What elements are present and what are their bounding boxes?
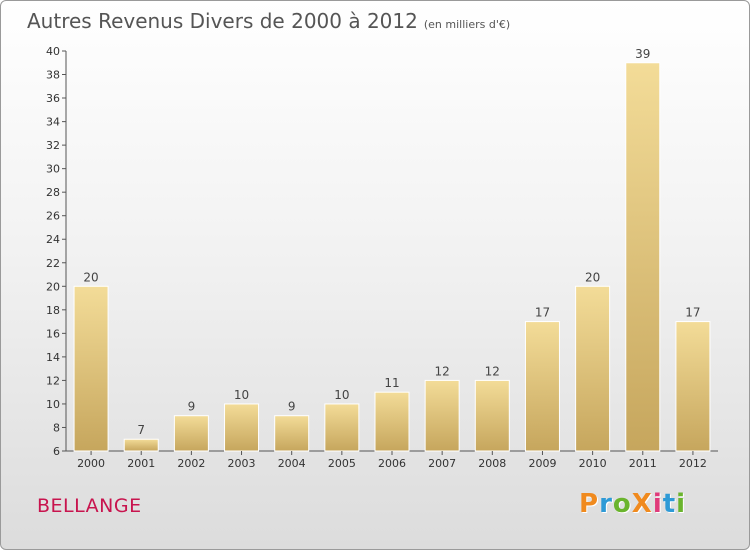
logo-letter: r [599,489,613,519]
bar-value-label: 17 [535,306,550,320]
y-tick-label: 36 [46,92,60,105]
proxiti-logo[interactable]: ProXiti [579,489,686,519]
y-tick-label: 30 [46,163,60,176]
chart-title-text: Autres Revenus Divers de 2000 à 2012 [27,9,418,33]
y-tick-label: 12 [46,374,60,387]
bar-value-label: 10 [234,388,249,402]
bar-2009 [524,321,560,452]
logo-letter: i [676,489,687,519]
bar-2010 [575,285,611,452]
bar-2000 [73,285,109,452]
y-tick-label: 6 [53,445,60,458]
chart-subtitle: (en milliers d'€) [423,18,511,31]
y-tick-label: 26 [46,210,60,223]
bar-2002 [173,415,209,452]
y-tick-label: 14 [46,351,60,364]
chart-title: Autres Revenus Divers de 2000 à 2012 (en … [27,9,510,33]
bar-2001 [123,438,159,452]
x-tick-label: 2003 [228,457,256,470]
y-tick-label: 24 [46,233,60,246]
x-tick-label: 2009 [528,457,556,470]
x-tick-label: 2002 [177,457,205,470]
x-tick-label: 2011 [629,457,657,470]
y-tick-label: 28 [46,186,60,199]
bar-value-label: 11 [384,376,399,390]
bar-value-label: 12 [485,364,500,378]
bar-value-label: 9 [188,400,196,414]
bar-2005 [324,403,360,452]
bar-2006 [374,391,410,452]
x-tick-label: 2007 [428,457,456,470]
bar-value-label: 9 [288,400,296,414]
logo-letter: i [652,489,663,519]
y-tick-label: 10 [46,398,60,411]
logo-letter: P [579,489,600,519]
bar-2007 [424,379,460,452]
x-tick-label: 2010 [579,457,607,470]
bar-value-label: 20 [585,270,600,284]
bar-value-label: 12 [435,364,450,378]
y-tick-label: 38 [46,69,60,82]
y-tick-label: 34 [46,116,60,129]
y-tick-label: 18 [46,304,60,317]
x-tick-label: 2001 [127,457,155,470]
bar-value-label: 7 [137,423,145,437]
x-tick-label: 2000 [77,457,105,470]
y-tick-label: 20 [46,280,60,293]
y-tick-label: 22 [46,257,60,270]
x-tick-label: 2012 [679,457,707,470]
logo-letter: o [612,489,632,519]
bar-2004 [274,415,310,452]
y-tick-label: 8 [53,421,60,434]
x-tick-label: 2004 [278,457,306,470]
x-tick-label: 2005 [328,457,356,470]
y-tick-label: 32 [46,139,60,152]
logo-letter: t [662,489,677,519]
bar-2008 [474,379,510,452]
bar-2003 [224,403,260,452]
y-tick-label: 40 [46,45,60,58]
x-tick-label: 2008 [478,457,506,470]
x-tick-label: 2006 [378,457,406,470]
bar-value-label: 10 [334,388,349,402]
y-tick-label: 16 [46,327,60,340]
logo-letter: X [631,489,653,519]
bar-value-label: 39 [635,47,650,61]
bar-2012 [675,321,711,452]
bar-value-label: 17 [685,306,700,320]
bar-value-label: 20 [83,270,98,284]
commune-name: BELLANGE [37,495,142,517]
bar-2011 [625,62,661,452]
